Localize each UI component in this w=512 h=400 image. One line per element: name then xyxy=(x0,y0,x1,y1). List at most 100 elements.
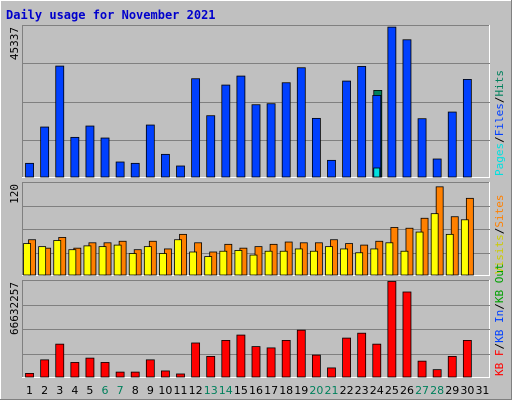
visits-bar-day-1 xyxy=(23,243,31,276)
files-bar-day-11 xyxy=(176,165,185,178)
visits-bar-day-17 xyxy=(264,250,273,276)
visits-bar-day-28 xyxy=(430,213,439,276)
visits-bar-day-24 xyxy=(370,248,379,276)
files-bar-day-4 xyxy=(70,136,80,178)
x-tick-label-day-15: 15 xyxy=(234,384,248,397)
visits-bar-day-21 xyxy=(325,246,333,276)
visits-bar-day-4 xyxy=(68,249,77,276)
files-bar-day-2 xyxy=(40,126,50,178)
kbytes-bar-day-11 xyxy=(176,373,185,378)
kbytes-bar-day-15 xyxy=(236,334,246,378)
kbytes-bar-day-14 xyxy=(221,340,231,378)
legend-visits-sites-item-1: / xyxy=(493,228,506,235)
files-bar-day-28 xyxy=(432,158,442,178)
x-tick-label-day-23: 23 xyxy=(355,384,369,397)
x-tick-label-day-13: 13 xyxy=(204,384,218,397)
files-bar-day-13 xyxy=(206,115,216,178)
kbytes-bar-day-4 xyxy=(70,362,80,378)
kbytes-bar-day-29 xyxy=(447,355,457,378)
visits-bar-day-3 xyxy=(53,240,62,276)
visits-bar-day-27 xyxy=(415,231,424,276)
visits-bar-day-10 xyxy=(159,253,167,276)
files-bar-day-29 xyxy=(447,111,457,178)
legend-pages-files-hits-item-2: Files xyxy=(493,103,506,136)
files-bar-day-1 xyxy=(25,162,34,178)
files-bar-day-7 xyxy=(115,161,125,178)
kbytes-bar-day-10 xyxy=(161,370,170,378)
panel-2-ymax-label: 120 xyxy=(8,184,21,204)
files-bar-day-21 xyxy=(327,159,336,178)
visits-bar-day-18 xyxy=(279,250,288,276)
visits-bar-day-12 xyxy=(189,251,198,276)
kbytes-bar-day-1 xyxy=(25,372,34,378)
visits-bar-day-11 xyxy=(174,239,182,276)
files-bar-day-25 xyxy=(387,26,397,178)
kbytes-bar-day-27 xyxy=(417,360,427,378)
visits-bar-day-8 xyxy=(128,253,137,276)
legend-pages-files-hits-item-4: Hits xyxy=(493,70,506,97)
visits-bar-day-26 xyxy=(400,250,409,276)
kbytes-bar-day-30 xyxy=(462,340,472,378)
panel-3-ymax-label: 66632257 xyxy=(8,282,21,335)
files-bar-day-30 xyxy=(462,79,472,178)
x-tick-label-day-3: 3 xyxy=(56,384,63,397)
files-bar-day-18 xyxy=(281,82,291,178)
visits-bar-day-25 xyxy=(385,242,394,276)
kbytes-bar-day-12 xyxy=(191,342,201,378)
x-tick-label-day-7: 7 xyxy=(117,384,124,397)
visits-bar-day-6 xyxy=(98,246,107,276)
visits-bar-day-14 xyxy=(219,250,228,276)
files-bar-day-10 xyxy=(161,153,170,178)
kbytes-bar-day-18 xyxy=(281,340,291,378)
visits-bar-day-9 xyxy=(143,246,152,276)
kbytes-bar-day-17 xyxy=(266,347,276,378)
kbytes-bar-day-13 xyxy=(206,355,216,378)
files-bar-day-22 xyxy=(342,80,351,178)
kbytes-bar-day-19 xyxy=(296,329,306,378)
kbytes-bar-day-23 xyxy=(357,332,367,378)
files-bar-day-15 xyxy=(236,75,246,178)
visits-bar-day-2 xyxy=(38,246,47,276)
visits-bar-day-19 xyxy=(294,248,303,276)
kbytes-bar-day-3 xyxy=(55,343,65,378)
x-tick-label-day-5: 5 xyxy=(86,384,93,397)
kbytes-bar-day-21 xyxy=(327,367,336,378)
x-tick-label-day-26: 26 xyxy=(400,384,414,397)
legend-kbytes: KB F/KB In/KB Out xyxy=(493,263,506,376)
files-bar-day-3 xyxy=(55,65,65,178)
legend-pages-files-hits-item-3: / xyxy=(493,97,506,104)
x-tick-label-day-8: 8 xyxy=(132,384,139,397)
x-tick-label-day-9: 9 xyxy=(147,384,154,397)
kbytes-bar-day-26 xyxy=(402,291,412,378)
kbytes-bar-day-16 xyxy=(251,346,261,378)
legend-kbytes-item-2: KB In xyxy=(493,310,506,343)
x-tick-label-day-24: 24 xyxy=(370,384,384,397)
x-tick-label-day-18: 18 xyxy=(279,384,293,397)
kbytes-bar-day-24 xyxy=(372,343,382,378)
files-bar-day-12 xyxy=(191,78,201,178)
kbytes-bar-day-22 xyxy=(342,337,351,378)
kbytes-bar-day-2 xyxy=(40,359,50,378)
legend-kbytes-item-1: / xyxy=(493,343,506,350)
x-tick-label-day-21: 21 xyxy=(324,384,338,397)
visits-bar-day-30 xyxy=(460,219,469,276)
kbytes-bar-day-6 xyxy=(100,362,110,378)
files-bar-day-17 xyxy=(266,103,276,178)
legend-pages-files-hits-item-1: / xyxy=(493,136,506,143)
x-tick-label-day-27: 27 xyxy=(415,384,429,397)
x-tick-label-day-14: 14 xyxy=(219,384,233,397)
x-tick-label-day-31: 31 xyxy=(475,384,489,397)
x-tick-label-day-17: 17 xyxy=(264,384,278,397)
visits-bar-day-15 xyxy=(234,250,243,276)
visits-bar-day-16 xyxy=(249,254,258,276)
kbytes-bar-day-20 xyxy=(311,354,321,378)
visits-bar-day-23 xyxy=(355,252,364,276)
files-bar-day-9 xyxy=(145,124,155,178)
x-tick-label-day-1: 1 xyxy=(26,384,33,397)
legend-pages-files-hits: Pages/Files/Hits xyxy=(493,70,506,176)
x-tick-label-day-10: 10 xyxy=(158,384,172,397)
chart-title: Daily usage for November 2021 xyxy=(6,8,216,22)
kbytes-bar-day-5 xyxy=(85,357,95,378)
